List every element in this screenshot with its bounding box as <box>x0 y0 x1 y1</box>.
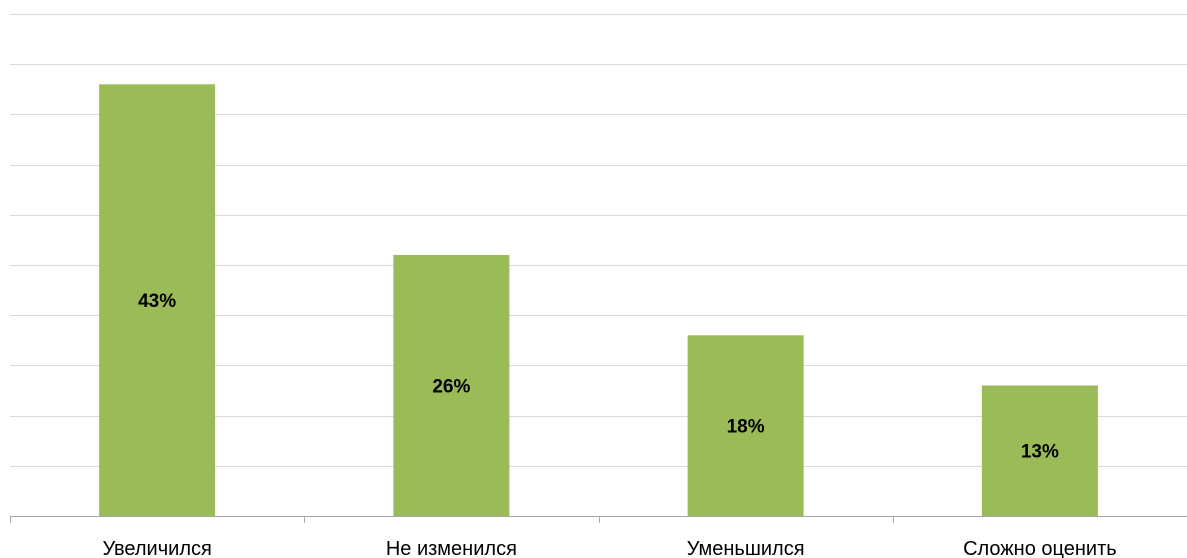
bar-value-label: 26% <box>432 376 470 397</box>
bar-4 <box>981 385 1098 516</box>
category-label: Увеличился <box>102 538 211 558</box>
bar-1 <box>99 84 216 516</box>
bar-2 <box>393 254 510 516</box>
category-label: Уменьшился <box>687 538 805 558</box>
bar-value-label: 18% <box>727 417 765 438</box>
category-label: Сложно оценить <box>963 538 1117 558</box>
category-labels: Увеличился Не изменился Уменьшился Сложно о… <box>102 538 1116 558</box>
bar-value-label: 43% <box>138 291 176 312</box>
x-axis-ticks <box>10 516 894 523</box>
bar-3 <box>687 335 804 516</box>
bars <box>99 84 1098 516</box>
category-label: Не изменился <box>386 538 517 558</box>
bar-value-labels: 43% 26% 18% 13% <box>138 291 1059 463</box>
bar-value-label: 13% <box>1021 442 1059 463</box>
